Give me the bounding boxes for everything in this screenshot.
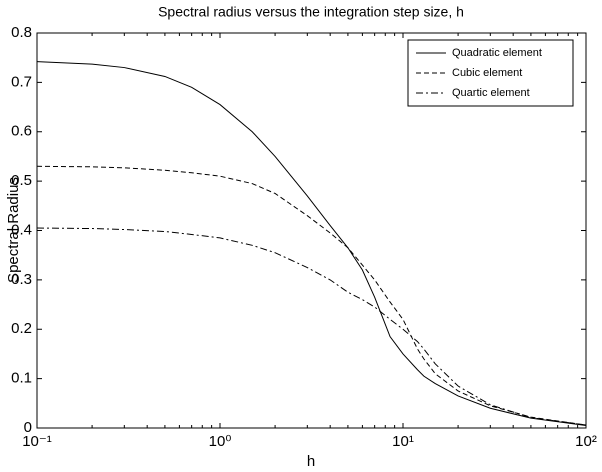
series-line xyxy=(36,165,587,426)
x-tick-label: 10¹ xyxy=(392,433,414,450)
y-tick-label: 0.6 xyxy=(11,123,32,140)
legend-label: Quadratic element xyxy=(452,47,542,59)
y-tick-label: 0.2 xyxy=(11,320,32,337)
y-tick-label: 0.8 xyxy=(11,24,32,41)
x-tick-label: 10⁰ xyxy=(209,433,232,450)
y-tick-label: 0.5 xyxy=(11,172,32,189)
y-tick-label: 0.7 xyxy=(11,73,32,90)
legend-label: Cubic element xyxy=(452,67,522,79)
y-axis-label: Spectral Radius xyxy=(5,177,22,283)
series-line xyxy=(36,227,587,426)
x-tick-label: 10⁻¹ xyxy=(22,433,52,450)
y-tick-label: 0.1 xyxy=(11,370,32,387)
x-tick-label: 10² xyxy=(575,433,597,450)
y-tick-label: 0.4 xyxy=(11,221,32,238)
y-tick-label: 0.3 xyxy=(11,271,32,288)
legend: Quadratic element Cubic element Quartic el… xyxy=(407,39,574,107)
series-line xyxy=(36,61,587,427)
y-tick-label: 0 xyxy=(24,419,32,436)
chart-title: Spectral radius versus the integration s… xyxy=(158,4,464,20)
x-axis-label: h xyxy=(307,453,315,470)
legend-label: Quartic element xyxy=(452,87,530,99)
